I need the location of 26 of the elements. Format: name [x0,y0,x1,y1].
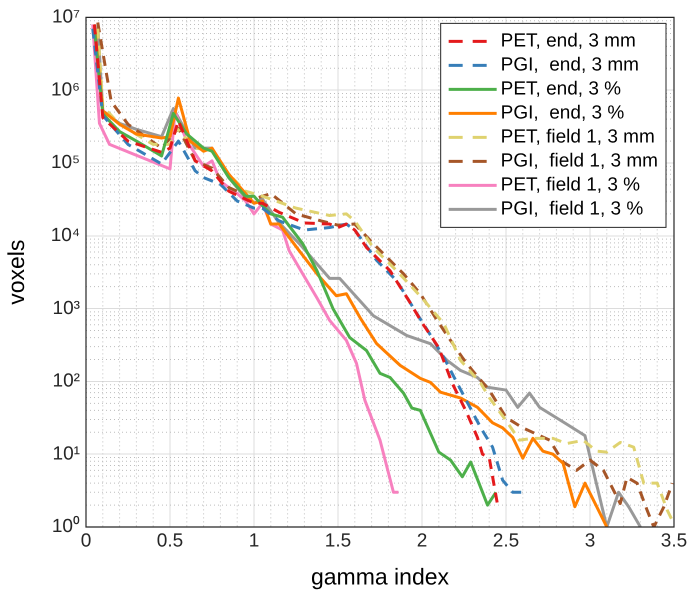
x-tick-label: 3.5 [660,530,688,552]
y-axis-title: voxels [3,240,30,305]
legend-label: PET, end, 3 mm [500,30,636,52]
x-axis-title: gamma index [310,564,450,590]
y-tick-label: 10⁷ [52,6,80,28]
legend-label: PET, end, 3 % [500,78,622,100]
legend-label: PGI, field 1, 3 % [500,198,644,220]
legend-label: PET, field 1, 3 mm [500,126,655,148]
y-tick-label: 10⁶ [51,79,80,100]
y-tick-label: 10⁴ [50,225,80,246]
legend-label: PGI, field 1, 3 mm [500,150,658,172]
x-tick-label: 0 [80,530,92,552]
legend-label: PGI, end, 3 % [500,102,624,124]
x-tick-label: 2 [416,530,428,552]
x-tick-label: 3 [584,530,596,552]
y-tick-label: 10⁰ [52,515,80,538]
legend-label: PGI, end, 3 mm [500,54,640,76]
y-tick-label: 10⁵ [50,152,80,174]
y-tick-label: 10¹ [52,443,80,464]
legend-label: PET, field 1, 3 % [500,174,640,196]
x-tick-label: 0.5 [156,530,184,552]
x-tick-label: 1.5 [324,530,352,552]
y-tick-label: 10³ [52,298,80,319]
x-tick-label: 1 [248,530,260,552]
y-tick-label: 10² [52,370,80,392]
x-tick-label: 2.5 [492,530,520,552]
